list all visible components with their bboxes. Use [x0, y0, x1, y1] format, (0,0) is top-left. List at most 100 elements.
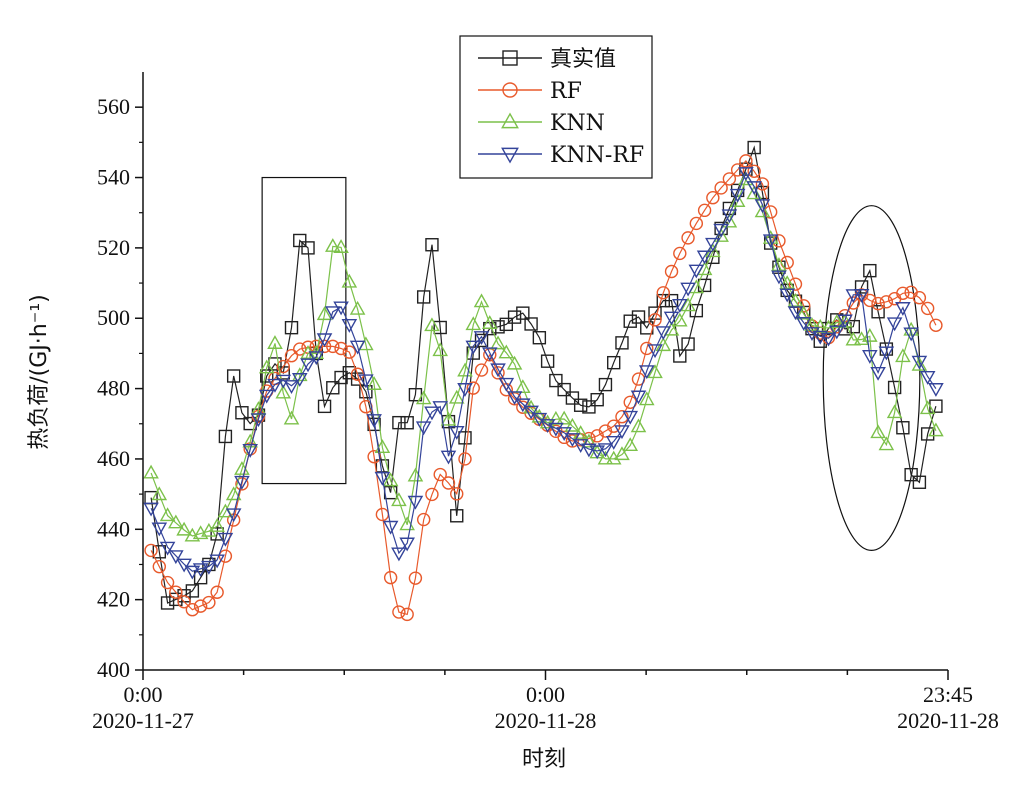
- data-point-triangle-up: [481, 315, 498, 329]
- data-point-circle: [466, 381, 480, 395]
- data-point-circle: [450, 487, 464, 501]
- data-point-circle: [458, 452, 472, 466]
- data-point-circle: [400, 607, 414, 622]
- data-point-circle: [730, 163, 745, 177]
- data-point-triangle-down: [862, 350, 878, 364]
- data-point-triangle-down: [928, 383, 944, 397]
- series-2: [144, 154, 943, 622]
- data-point-triangle-down: [705, 237, 721, 252]
- data-point-square: [607, 355, 621, 370]
- y-tick-label: 460: [97, 446, 130, 471]
- data-point-triangle-up: [886, 404, 903, 419]
- data-point-triangle-down: [291, 373, 308, 387]
- data-point-triangle-up: [391, 492, 407, 507]
- data-point-circle: [433, 467, 447, 482]
- data-point-triangle-up: [729, 193, 746, 207]
- data-point-triangle-up: [333, 239, 349, 253]
- data-point-triangle-down: [820, 332, 837, 347]
- data-point-square: [863, 263, 877, 278]
- data-point-circle: [408, 571, 423, 585]
- data-point-square: [854, 280, 869, 294]
- data-point-square: [871, 305, 885, 319]
- data-point-square: [681, 337, 695, 351]
- data-point-triangle-down: [201, 560, 217, 575]
- data-point-circle: [276, 359, 290, 374]
- data-point-circle: [739, 154, 753, 168]
- data-point-triangle-down: [498, 377, 515, 392]
- data-point-triangle-down: [870, 366, 886, 381]
- data-point-circle: [334, 341, 348, 356]
- data-point-circle: [367, 450, 381, 464]
- data-point-square: [516, 306, 530, 320]
- data-point-triangle-down: [333, 301, 349, 316]
- data-point-triangle-down: [159, 541, 176, 556]
- data-point-circle: [416, 512, 431, 527]
- data-point-triangle-down: [242, 443, 258, 458]
- data-point-triangle-up: [614, 446, 630, 461]
- data-point-square: [474, 333, 489, 348]
- data-point-triangle-up: [349, 300, 366, 315]
- data-point-triangle-up: [828, 314, 845, 329]
- legend-label: 真实值: [550, 47, 616, 72]
- data-point-triangle-up: [325, 238, 341, 252]
- data-point-triangle-up: [382, 472, 399, 487]
- data-point-square: [557, 382, 571, 397]
- data-point-triangle-down: [176, 558, 192, 573]
- data-point-triangle-up: [275, 384, 292, 399]
- data-point-triangle-up: [143, 464, 159, 479]
- data-point-triangle-down: [490, 363, 506, 378]
- data-point-triangle-down: [663, 311, 680, 326]
- data-point-triangle-down: [688, 264, 705, 279]
- data-point-triangle-down: [250, 413, 267, 428]
- data-point-circle: [673, 246, 687, 261]
- data-point-circle: [202, 595, 216, 610]
- data-point-triangle-up: [605, 450, 622, 465]
- data-point-triangle-down: [374, 471, 391, 486]
- data-point-triangle-down: [168, 550, 184, 565]
- data-point-triangle-up: [630, 418, 647, 433]
- data-point-circle: [284, 349, 299, 363]
- x-tick-label-time: 23:45: [923, 682, 973, 707]
- data-point-square: [507, 310, 522, 324]
- data-point-triangle-down: [655, 326, 672, 341]
- data-point-circle: [392, 605, 406, 619]
- data-point-triangle-down: [589, 445, 605, 460]
- data-point-square: [301, 241, 315, 255]
- data-point-triangle-up: [168, 514, 184, 529]
- data-point-square: [747, 140, 761, 155]
- data-point-triangle-up: [928, 422, 944, 437]
- data-point-square: [293, 233, 307, 248]
- data-point-circle: [929, 318, 943, 332]
- data-point-triangle-down: [184, 565, 201, 580]
- data-point-triangle-up: [267, 335, 283, 349]
- data-point-circle: [293, 342, 307, 356]
- data-point-triangle-up: [440, 411, 457, 426]
- data-point-circle: [821, 330, 836, 345]
- data-point-triangle-down: [209, 554, 225, 569]
- data-point-square: [416, 290, 431, 304]
- data-point-square: [235, 406, 249, 420]
- data-point-triangle-up: [845, 331, 862, 346]
- data-point-triangle-down: [713, 223, 729, 238]
- data-point-triangle-down: [325, 306, 341, 321]
- data-point-triangle-up: [506, 355, 523, 370]
- data-point-triangle-up: [795, 305, 812, 320]
- data-point-square: [615, 336, 629, 350]
- data-point-triangle-down: [192, 563, 209, 578]
- data-point-triangle-down: [391, 547, 407, 562]
- data-point-triangle-down: [267, 378, 283, 393]
- data-point-square: [284, 320, 299, 335]
- data-point-circle: [879, 295, 894, 309]
- data-point-square: [326, 381, 340, 395]
- data-point-square: [375, 459, 390, 473]
- data-point-triangle-up: [291, 367, 308, 382]
- y-tick-label: 540: [97, 165, 130, 190]
- data-point-triangle-up: [895, 348, 911, 363]
- data-point-triangle-up: [209, 518, 225, 532]
- data-point-triangle-down: [762, 234, 779, 249]
- data-point-triangle-up: [556, 410, 572, 425]
- data-point-triangle-down: [630, 390, 647, 405]
- data-point-circle: [210, 585, 224, 599]
- data-point-square: [185, 584, 200, 598]
- data-point-square: [502, 50, 518, 66]
